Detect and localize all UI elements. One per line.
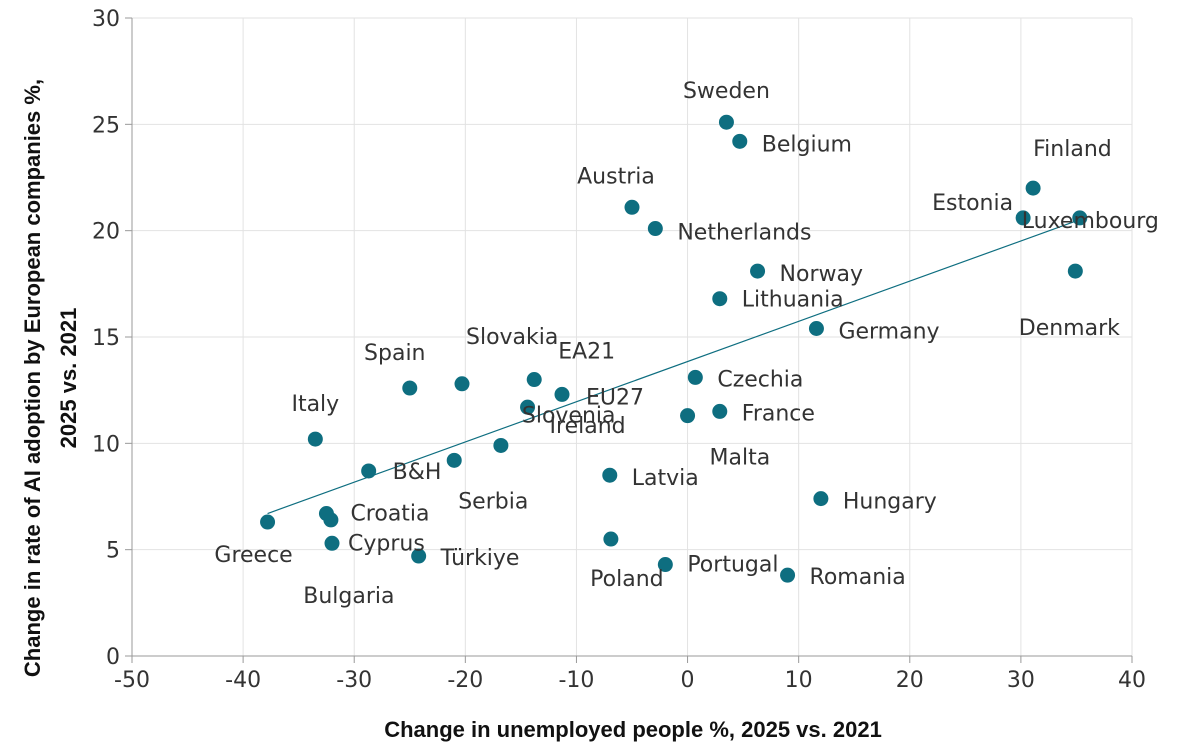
point-lithuania (712, 291, 728, 307)
point-eu27 (554, 386, 570, 402)
point-label-malta: Malta (710, 446, 771, 471)
y-tick-label: 10 (92, 432, 120, 457)
point-label-norway: Norway (780, 262, 863, 287)
axes (125, 17, 1133, 663)
point-slovakia (454, 376, 470, 392)
x-axis-title: Change in unemployed people %, 2025 vs. … (384, 717, 882, 742)
x-tick-label: 10 (785, 668, 813, 693)
point-label-hungary: Hungary (843, 490, 937, 515)
x-tick-label: -40 (225, 668, 261, 693)
x-tick-label: 0 (681, 668, 695, 693)
x-tick-label: -20 (447, 668, 483, 693)
point-malta (680, 408, 696, 424)
point-label-austria: Austria (577, 164, 655, 189)
point-poland (603, 531, 619, 547)
y-tick-label: 5 (106, 539, 120, 564)
point-hungary (813, 491, 829, 507)
point-ireland (520, 399, 536, 415)
point-labels: Sweden Belgium Finland Estonia Luxembourg Den… (214, 79, 1159, 609)
y-tick-label: 15 (92, 326, 120, 351)
point-label-greece: Greece (214, 543, 292, 568)
point-label-spain: Spain (364, 341, 425, 366)
data-points (260, 114, 1088, 583)
point-label-croatia: Croatia (350, 502, 429, 527)
point-norway (750, 263, 766, 279)
point-label-poland: Poland (590, 567, 663, 592)
point-slovenia (493, 437, 509, 453)
point-label-estonia: Estonia (932, 191, 1013, 216)
point-label-czechia: Czechia (717, 367, 803, 392)
point-label-sweden: Sweden (683, 79, 770, 104)
point-serbia (446, 452, 462, 468)
point-greece (260, 514, 276, 530)
x-tick-label: 40 (1118, 668, 1146, 693)
point-luxembourg (1072, 210, 1088, 226)
point-label-lithuania: Lithuania (742, 288, 844, 313)
y-axis-title: Change in rate of AI adoption by Europea… (20, 79, 81, 677)
point-label-slovenia: Slovenia (522, 403, 616, 428)
trendline-layer (267, 219, 1079, 515)
point-romania (780, 567, 796, 583)
point-czechia (687, 369, 703, 385)
point-label-belgium: Belgium (762, 132, 852, 157)
point-label-t-rkiye: Türkiye (440, 546, 520, 571)
point-label-romania: Romania (810, 565, 906, 590)
point-label-germany: Germany (838, 319, 939, 344)
y-axis-title-line-1: Change in rate of AI adoption by Europea… (20, 79, 45, 677)
trendline (267, 219, 1079, 515)
point-latvia (602, 467, 618, 483)
point-label-finland: Finland (1033, 137, 1112, 162)
y-tick-label: 25 (92, 113, 120, 138)
grid-lines (132, 17, 1133, 656)
point-label-ea21: EA21 (558, 340, 615, 365)
y-tick-label: 20 (92, 220, 120, 245)
point-belgium (732, 133, 748, 149)
tick-labels: -50 -40 -30 -20 -10 0 10 20 30 40 0 5 10 15 20 25 30 (92, 7, 1146, 693)
point-label-ireland: Ireland (550, 414, 626, 439)
x-tick-label: -50 (114, 668, 150, 693)
point-label-eu27: EU27 (586, 385, 644, 410)
point-label-bulgaria: Bulgaria (303, 584, 394, 609)
point-estonia (1015, 210, 1031, 226)
point-denmark (1067, 263, 1083, 279)
point-label-slovakia: Slovakia (466, 325, 558, 350)
point-b-h (361, 463, 377, 479)
point-label-cyprus: Cyprus (348, 531, 425, 556)
y-axis-title-line-2: 2025 vs. 2021 (56, 308, 81, 449)
point-label-latvia: Latvia (632, 466, 699, 491)
point-ea21 (526, 372, 542, 388)
point-label-b-h: B&H (393, 460, 442, 485)
point-portugal (657, 557, 673, 573)
point-label-luxembourg: Luxembourg (1022, 209, 1159, 234)
x-tick-label: -30 (336, 668, 372, 693)
point-france (712, 403, 728, 419)
point-label-serbia: Serbia (458, 489, 528, 514)
point-label-italy: Italy (291, 392, 339, 417)
y-tick-label: 30 (92, 7, 120, 32)
x-tick-label: 30 (1007, 668, 1035, 693)
point-label-france: France (742, 401, 815, 426)
point-cyprus (324, 535, 340, 551)
point-sweden (718, 114, 734, 130)
y-tick-label: 0 (106, 645, 120, 670)
point-spain (402, 380, 418, 396)
point-netherlands (647, 221, 663, 237)
point-label-netherlands: Netherlands (677, 221, 811, 246)
point-bulgaria (323, 512, 339, 528)
point-label-portugal: Portugal (687, 553, 778, 578)
point-italy (307, 431, 323, 447)
point-germany (808, 320, 824, 336)
point-austria (624, 199, 640, 215)
point-finland (1025, 180, 1041, 196)
x-tick-label: 20 (896, 668, 924, 693)
point-label-denmark: Denmark (1019, 316, 1120, 341)
x-tick-label: -10 (558, 668, 594, 693)
point-t-rkiye (411, 548, 427, 564)
